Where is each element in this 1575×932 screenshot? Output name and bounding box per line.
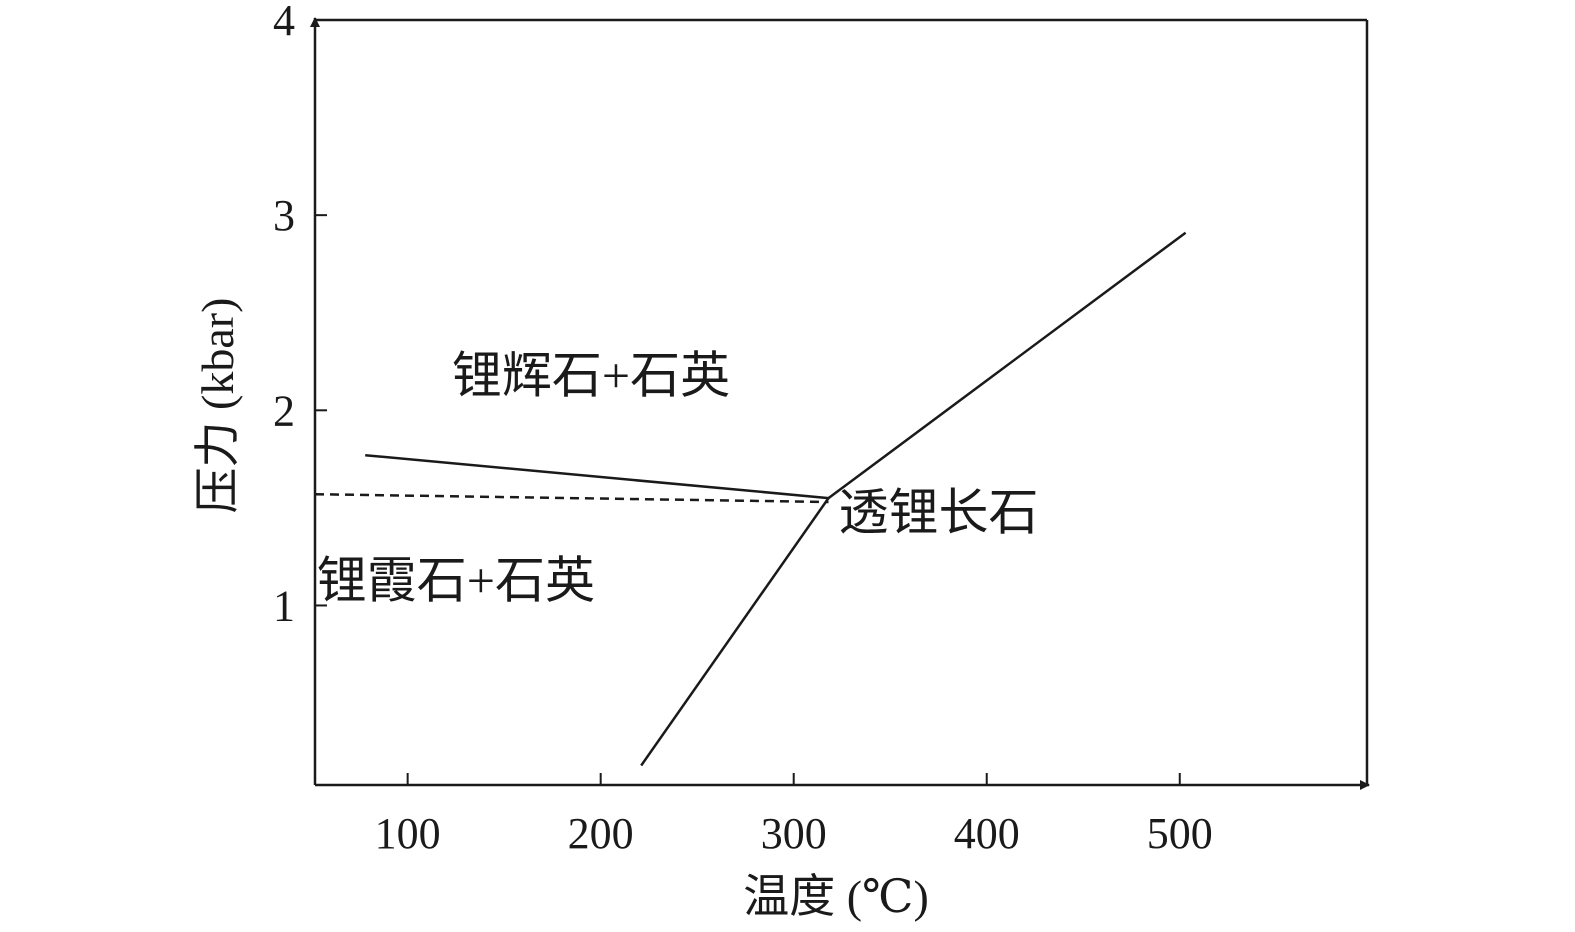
y-tick-label: 3 bbox=[273, 191, 295, 240]
phase-boundary-4 bbox=[827, 231, 1187, 500]
phase-boundaries bbox=[314, 231, 1187, 767]
y-tick-label: 1 bbox=[273, 581, 295, 630]
x-axis-title: 温度 (℃) bbox=[743, 871, 929, 922]
y-axis-title: 压力 (kbar) bbox=[192, 298, 243, 514]
plot-frame bbox=[310, 17, 1370, 790]
x-tick-label: 500 bbox=[1147, 809, 1213, 858]
y-tick-label: 2 bbox=[273, 386, 295, 435]
x-tick-label: 300 bbox=[761, 809, 827, 858]
phase-boundary-1 bbox=[365, 453, 829, 500]
x-tick-label: 200 bbox=[568, 809, 634, 858]
phase-boundary-3 bbox=[640, 497, 830, 767]
x-tick-label: 400 bbox=[954, 809, 1020, 858]
x-tick-label: 100 bbox=[375, 809, 441, 858]
region-label: 锂霞石+石英 bbox=[317, 553, 595, 609]
y-tick-label: 4 bbox=[273, 0, 295, 45]
phase-boundary-2 bbox=[314, 492, 829, 504]
region-label: 透锂长石 bbox=[838, 484, 1038, 540]
ticks: 100 200 300 400 500 1 2 3 4 bbox=[273, 0, 1213, 858]
region-label: 锂辉石+石英 bbox=[452, 348, 730, 404]
